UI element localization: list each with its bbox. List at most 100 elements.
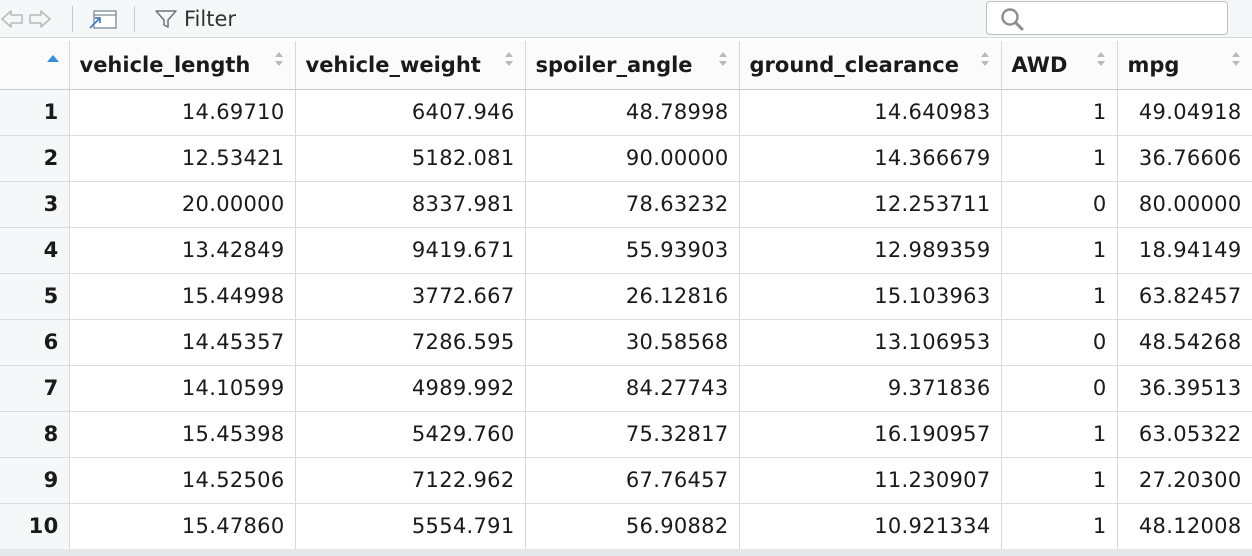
table-cell-vehicle-weight: 5182.081 — [295, 135, 526, 182]
table-cell-mpg: 18.94149 — [1117, 227, 1252, 274]
table-cell-awd: 0 — [1001, 365, 1118, 412]
table-cell-vehicle-length: 14.45357 — [69, 319, 296, 366]
table-cell-mpg: 49.04918 — [1117, 89, 1252, 136]
table-cell-spoiler-angle: 48.78998 — [525, 89, 740, 136]
table-cell-mpg: 63.82457 — [1117, 273, 1252, 320]
row-index: 7 — [0, 365, 70, 412]
table-cell-vehicle-weight: 4989.992 — [295, 365, 526, 412]
table-cell-vehicle-weight: 8337.981 — [295, 181, 526, 228]
row-index-header[interactable] — [0, 41, 70, 90]
table-cell-awd: 1 — [1001, 457, 1118, 504]
row-index: 9 — [0, 457, 70, 504]
column-header[interactable]: mpg — [1117, 41, 1252, 90]
row-index: 10 — [0, 503, 70, 550]
table-cell-mpg: 36.76606 — [1117, 135, 1252, 182]
table-cell-vehicle-weight: 6407.946 — [295, 89, 526, 136]
search-box[interactable] — [986, 1, 1228, 35]
table-cell-vehicle-weight: 9419.671 — [295, 227, 526, 274]
table-cell-spoiler-angle: 90.00000 — [525, 135, 740, 182]
table-cell-vehicle-weight: 5554.791 — [295, 503, 526, 550]
table-cell-spoiler-angle: 30.58568 — [525, 319, 740, 366]
table-cell-awd: 1 — [1001, 273, 1118, 320]
table-cell-awd: 0 — [1001, 181, 1118, 228]
table-row: 5 15.44998 3772.667 26.12816 15.103963 1 63.82… — [0, 273, 1252, 320]
table-row: 7 14.10599 4989.992 84.27743 9.371836 0 36.395… — [0, 365, 1252, 412]
sort-arrows-icon — [504, 52, 513, 66]
sort-arrows-icon — [1231, 52, 1240, 66]
table-cell-vehicle-length: 20.00000 — [69, 181, 296, 228]
table-row: 4 13.42849 9419.671 55.93903 12.989359 1 18.94… — [0, 227, 1252, 274]
column-header-label: mpg — [1127, 52, 1180, 77]
sort-arrows-icon — [980, 52, 989, 66]
table-cell-spoiler-angle: 78.63232 — [525, 181, 740, 228]
column-header-label: vehicle_weight — [305, 52, 481, 77]
column-header[interactable]: AWD — [1001, 41, 1118, 90]
table-cell-ground-clearance: 12.989359 — [739, 227, 1002, 274]
table-cell-spoiler-angle: 84.27743 — [525, 365, 740, 412]
arrow-left-icon[interactable] — [0, 7, 26, 31]
column-header-label: vehicle_length — [79, 52, 251, 77]
sort-arrows-icon — [274, 52, 283, 66]
table-cell-awd: 1 — [1001, 135, 1118, 182]
table-cell-ground-clearance: 10.921334 — [739, 503, 1002, 550]
table-cell-ground-clearance: 14.640983 — [739, 89, 1002, 136]
table-cell-ground-clearance: 13.106953 — [739, 319, 1002, 366]
table-cell-spoiler-angle: 26.12816 — [525, 273, 740, 320]
table-cell-vehicle-length: 13.42849 — [69, 227, 296, 274]
toolbar-divider — [134, 6, 135, 32]
magnifier-icon — [1001, 8, 1024, 31]
header-row: vehicle_length vehicle_weight spoiler_an… — [0, 41, 1252, 90]
table-cell-mpg: 48.54268 — [1117, 319, 1252, 366]
table-cell-awd: 0 — [1001, 319, 1118, 366]
table-cell-awd: 1 — [1001, 503, 1118, 550]
table-row: 2 12.53421 5182.081 90.00000 14.366679 1 36.76… — [0, 135, 1252, 182]
toolbar-divider — [72, 6, 73, 32]
table-cell-awd: 1 — [1001, 89, 1118, 136]
row-index: 8 — [0, 411, 70, 458]
filter-button[interactable]: Filter — [154, 4, 236, 34]
table-cell-vehicle-weight: 7286.595 — [295, 319, 526, 366]
popout-window-icon[interactable] — [86, 6, 120, 32]
table-row: 1 14.69710 6407.946 48.78998 14.640983 1 49.04… — [0, 89, 1252, 136]
table-cell-vehicle-length: 15.47860 — [69, 503, 296, 550]
table-cell-ground-clearance: 12.253711 — [739, 181, 1002, 228]
column-header[interactable]: vehicle_length — [69, 41, 296, 90]
sort-arrows-icon — [1096, 52, 1105, 66]
table-cell-spoiler-angle: 55.93903 — [525, 227, 740, 274]
funnel-icon — [154, 8, 178, 30]
column-header[interactable]: spoiler_angle — [525, 41, 740, 90]
row-index: 6 — [0, 319, 70, 366]
table-cell-vehicle-length: 15.45398 — [69, 411, 296, 458]
row-index: 1 — [0, 89, 70, 136]
table-cell-vehicle-length: 14.10599 — [69, 365, 296, 412]
horizontal-scrollbar-track[interactable] — [0, 549, 1252, 556]
table-cell-mpg: 27.20300 — [1117, 457, 1252, 504]
column-header-label: ground_clearance — [749, 52, 959, 77]
column-header[interactable]: vehicle_weight — [295, 41, 526, 90]
table-cell-awd: 1 — [1001, 227, 1118, 274]
sort-ascending-icon — [47, 55, 59, 62]
filter-label: Filter — [184, 7, 237, 31]
table-cell-mpg: 48.12008 — [1117, 503, 1252, 550]
sort-arrows-icon — [718, 52, 727, 66]
table-row: 9 14.52506 7122.962 67.76457 11.230907 1 27.20… — [0, 457, 1252, 504]
data-table: vehicle_length vehicle_weight spoiler_an… — [0, 41, 1252, 550]
toolbar: Filter — [0, 0, 1252, 38]
table-cell-vehicle-weight: 3772.667 — [295, 273, 526, 320]
arrow-right-icon[interactable] — [26, 7, 52, 31]
column-header[interactable]: ground_clearance — [739, 41, 1002, 90]
row-index: 5 — [0, 273, 70, 320]
table-cell-ground-clearance: 9.371836 — [739, 365, 1002, 412]
table-row: 6 14.45357 7286.595 30.58568 13.106953 0 48.54… — [0, 319, 1252, 366]
column-header-label: AWD — [1011, 52, 1068, 77]
search-input[interactable] — [1031, 4, 1225, 34]
column-header-label: spoiler_angle — [535, 52, 693, 77]
table-cell-vehicle-length: 12.53421 — [69, 135, 296, 182]
table-cell-spoiler-angle: 75.32817 — [525, 411, 740, 458]
table-cell-mpg: 80.00000 — [1117, 181, 1252, 228]
table-cell-vehicle-length: 15.44998 — [69, 273, 296, 320]
table-row: 3 20.00000 8337.981 78.63232 12.253711 0 80.00… — [0, 181, 1252, 228]
table-cell-ground-clearance: 15.103963 — [739, 273, 1002, 320]
table-row: 8 15.45398 5429.760 75.32817 16.190957 1 63.05… — [0, 411, 1252, 458]
table-cell-ground-clearance: 14.366679 — [739, 135, 1002, 182]
